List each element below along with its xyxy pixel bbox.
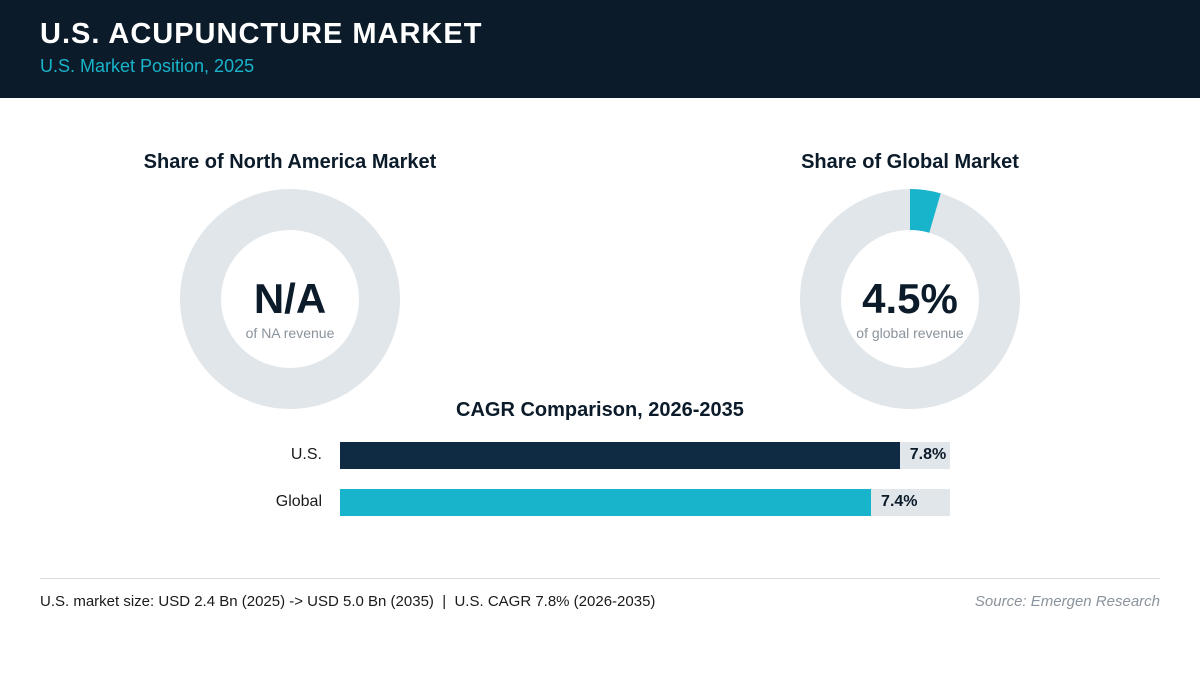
na-donut-title: Share of North America Market xyxy=(143,151,437,173)
bar-track-global: 7.4% xyxy=(340,489,950,516)
page-subtitle: U.S. Market Position, 2025 xyxy=(40,56,255,76)
na-share-donut xyxy=(180,189,400,409)
bar-label-global: Global xyxy=(275,493,322,510)
bar-label-us: U.S. xyxy=(290,446,322,463)
header-bar: U.S. ACUPUNCTURE MARKET U.S. Market Posi… xyxy=(0,0,1200,98)
bar-global xyxy=(340,489,872,516)
source-credit: Source: Emergen Research xyxy=(974,593,1160,610)
footer-divider xyxy=(40,578,1160,579)
global-share-value: 4.5% xyxy=(862,275,958,322)
global-share-donut xyxy=(800,189,1020,409)
bar-track-us: 7.8% xyxy=(340,442,950,469)
bar-value-global: 7.4% xyxy=(881,493,918,510)
na-share-caption: of NA revenue xyxy=(245,325,335,341)
footer-note: U.S. market size: USD 2.4 Bn (2025) -> U… xyxy=(40,593,656,610)
global-share-caption: of global revenue xyxy=(856,325,964,341)
cagr-chart-title: CAGR Comparison, 2026-2035 xyxy=(456,399,744,421)
bar-value-us: 7.8% xyxy=(909,446,947,463)
page-title: U.S. ACUPUNCTURE MARKET xyxy=(40,18,483,50)
na-share-track xyxy=(180,189,400,409)
global-share-segment xyxy=(800,189,1020,409)
global-donut-title: Share of Global Market xyxy=(801,151,1019,173)
na-share-value: N/A xyxy=(253,275,327,322)
bar-us xyxy=(340,442,900,469)
